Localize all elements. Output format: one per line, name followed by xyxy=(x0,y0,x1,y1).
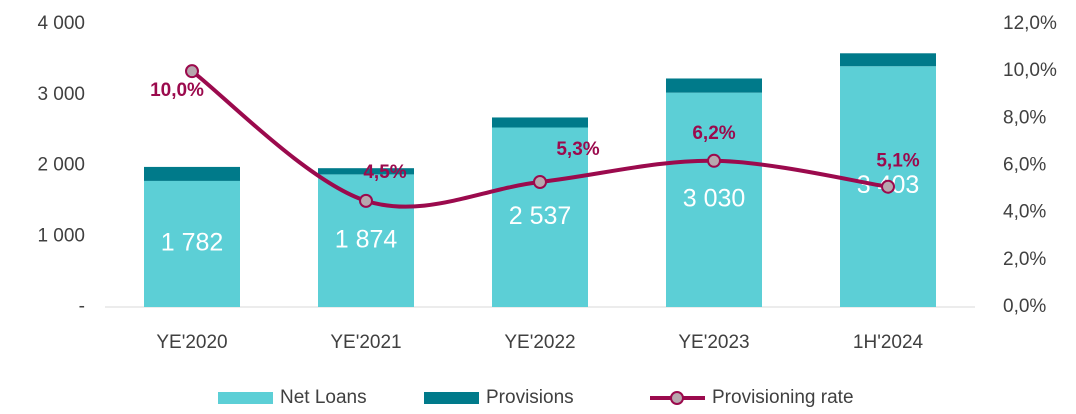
rate-label: 10,0% xyxy=(150,80,204,101)
bar-segment xyxy=(840,53,936,67)
bar-segment xyxy=(666,92,762,307)
legend-label: Provisions xyxy=(486,387,574,408)
y-tick-label: 1 000 xyxy=(37,225,85,246)
bar-segment xyxy=(318,168,414,175)
rate-marker xyxy=(707,153,721,168)
bar-segment xyxy=(492,117,588,128)
rate-label: 5,3% xyxy=(556,139,599,160)
bar-segment xyxy=(666,78,762,93)
legend-label: Net Loans xyxy=(280,387,367,408)
bar-label: 1 782 xyxy=(161,229,224,257)
rate-marker xyxy=(185,64,199,79)
bar-label: 1 874 xyxy=(335,225,398,253)
rate-label: 5,1% xyxy=(876,151,919,172)
rate-label: 4,5% xyxy=(363,162,406,183)
y2-tick-label: 10,0% xyxy=(1003,60,1057,81)
x-tick-label: YE'2023 xyxy=(678,332,749,353)
bar-segment xyxy=(144,166,240,181)
y2-tick-label: 4,0% xyxy=(1003,202,1046,223)
y2-tick-label: 2,0% xyxy=(1003,249,1046,270)
rate-marker xyxy=(359,193,373,208)
y2-tick-label: 0,0% xyxy=(1003,296,1046,317)
y-tick-label: 3 000 xyxy=(37,84,85,105)
legend-swatch xyxy=(424,392,479,404)
y2-tick-label: 8,0% xyxy=(1003,107,1046,128)
bar-segment xyxy=(492,127,588,307)
bar-label: 2 537 xyxy=(509,202,572,230)
y-tick-label: 2 000 xyxy=(37,155,85,176)
y-tick-label: - xyxy=(79,296,85,317)
legend-label: Provisioning rate xyxy=(712,387,854,408)
y-tick-label: 4 000 xyxy=(37,13,85,34)
y2-tick-label: 12,0% xyxy=(1003,13,1057,34)
rate-marker xyxy=(533,175,547,190)
rate-marker xyxy=(881,179,895,194)
x-tick-label: YE'2022 xyxy=(504,332,575,353)
bar-label: 3 030 xyxy=(683,184,746,212)
legend-swatch xyxy=(670,391,684,405)
x-tick-label: YE'2021 xyxy=(330,332,401,353)
bar-segment xyxy=(144,180,240,307)
rate-label: 6,2% xyxy=(692,123,735,144)
x-tick-label: YE'2020 xyxy=(156,332,227,353)
x-tick-label: 1H'2024 xyxy=(853,332,924,353)
y2-tick-label: 6,0% xyxy=(1003,155,1046,176)
legend-swatch xyxy=(218,392,273,404)
